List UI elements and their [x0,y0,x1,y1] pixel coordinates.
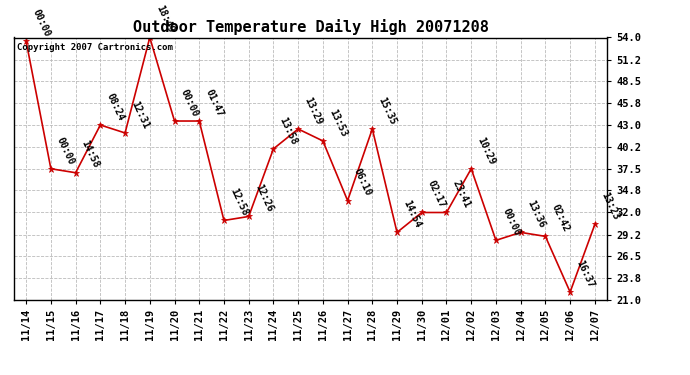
Text: 13:23: 13:23 [599,191,620,222]
Text: 12:26: 12:26 [253,183,275,214]
Text: 10:29: 10:29 [475,135,497,166]
Text: 13:58: 13:58 [277,115,299,146]
Text: 12:58: 12:58 [228,187,250,218]
Title: Outdoor Temperature Daily High 20071208: Outdoor Temperature Daily High 20071208 [132,19,489,35]
Text: 08:24: 08:24 [104,92,126,122]
Text: 00:00: 00:00 [55,135,77,166]
Text: 00:00: 00:00 [179,87,200,118]
Text: 14:58: 14:58 [80,139,101,170]
Text: 13:53: 13:53 [327,107,348,138]
Text: 02:17: 02:17 [426,179,447,210]
Text: 16:37: 16:37 [574,258,595,289]
Text: Copyright 2007 Cartronics.com: Copyright 2007 Cartronics.com [17,43,172,52]
Text: 00:00: 00:00 [30,8,52,39]
Text: 15:35: 15:35 [377,95,398,126]
Text: 18:49: 18:49 [154,4,175,35]
Text: 06:10: 06:10 [352,167,373,198]
Text: 14:54: 14:54 [401,199,423,230]
Text: 00:00: 00:00 [500,207,522,238]
Text: 01:47: 01:47 [204,87,225,118]
Text: 02:42: 02:42 [549,203,571,234]
Text: 23:41: 23:41 [451,179,472,210]
Text: 13:36: 13:36 [525,199,546,230]
Text: 12:31: 12:31 [129,99,150,130]
Text: 13:29: 13:29 [302,95,324,126]
